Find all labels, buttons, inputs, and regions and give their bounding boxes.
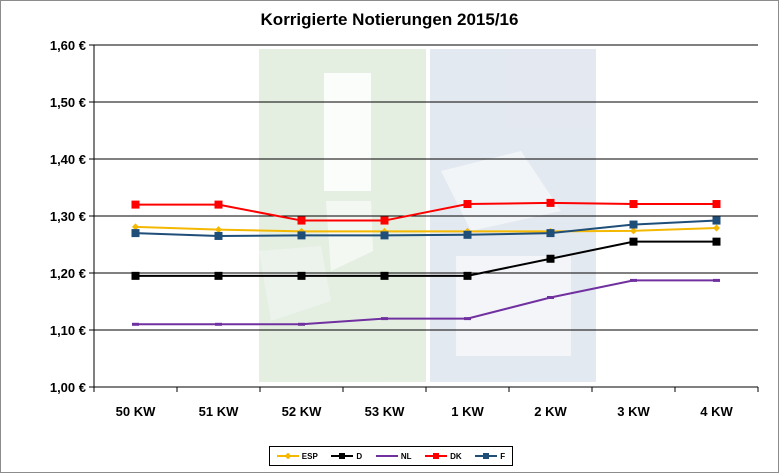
data-point [297, 271, 306, 280]
y-tick-label: 1,50 € [50, 95, 86, 110]
data-point [547, 296, 554, 300]
data-point [546, 198, 555, 207]
data-point [214, 231, 223, 240]
data-point [629, 220, 638, 229]
series-line [135, 279, 717, 326]
legend-item-d: D [331, 452, 362, 461]
x-tick-label: 53 KW [365, 404, 405, 419]
data-point [629, 237, 638, 246]
series-line [135, 225, 717, 233]
data-point [215, 226, 222, 234]
data-point [463, 271, 472, 280]
data-point [132, 223, 139, 231]
series-line [135, 240, 717, 277]
y-tick-label: 1,60 € [50, 38, 86, 53]
data-point [131, 271, 140, 280]
data-point [546, 254, 555, 263]
y-tick-label: 1,10 € [50, 323, 86, 338]
data-point [298, 322, 305, 326]
legend-swatch [276, 452, 299, 460]
data-point [297, 216, 306, 225]
data-point [463, 230, 472, 239]
data-point [463, 200, 472, 209]
legend-label: F [500, 451, 506, 461]
chart-title: Korrigierte Notierungen 2015/16 [260, 10, 519, 29]
data-point [712, 237, 721, 246]
legend-label: NL [400, 451, 412, 461]
data-point [713, 224, 720, 232]
series-d [131, 237, 721, 280]
y-tick-label: 1,20 € [50, 266, 86, 281]
legend-swatch [375, 452, 398, 460]
data-point [297, 231, 306, 240]
x-tick-label: 2 KW [534, 404, 567, 419]
data-point [380, 216, 389, 225]
legend-label: D [356, 451, 363, 461]
y-axis-ticks: 1,00 € 1,10 € 1,20 € 1,30 € 1,40 € 1,50 € 1,60… [50, 38, 86, 395]
data-point [630, 278, 637, 282]
data-point [464, 317, 471, 321]
data-point [381, 317, 388, 321]
data-point [546, 229, 555, 238]
x-tick-label: 1 KW [451, 404, 484, 419]
x-tick-label: 51 KW [199, 404, 239, 419]
legend-swatch [475, 452, 498, 460]
data-point [380, 231, 389, 240]
legend-item-esp: ESP [276, 451, 318, 461]
series-nl [132, 278, 720, 326]
x-axis-ticks: 50 KW 51 KW 52 KW 53 KW 1 KW 2 KW 3 KW 4 KW [116, 404, 734, 419]
data-point [214, 200, 223, 209]
data-point [131, 229, 140, 238]
legend: ESP D NL DK F [269, 446, 513, 466]
series-dk [131, 198, 721, 225]
data-point [132, 322, 139, 326]
data-point [630, 227, 637, 235]
axes [93, 45, 759, 392]
series-line [135, 201, 717, 222]
x-tick-label: 3 KW [617, 404, 650, 419]
x-tick-label: 52 KW [282, 404, 322, 419]
series-lines [131, 198, 721, 326]
y-tick-label: 1,40 € [50, 152, 86, 167]
x-tick-label: 4 KW [700, 404, 733, 419]
data-point [380, 271, 389, 280]
legend-item-f: F [475, 452, 505, 461]
series-f [131, 216, 721, 240]
data-point [712, 200, 721, 209]
y-tick-label: 1,00 € [50, 380, 86, 395]
data-point [629, 200, 638, 209]
legend-label: DK [450, 451, 462, 461]
series-line [135, 219, 717, 237]
data-point [215, 322, 222, 326]
gridlines [89, 44, 758, 388]
data-point [214, 271, 223, 280]
data-point [131, 200, 140, 209]
data-point [713, 278, 720, 282]
legend-swatch [331, 452, 354, 460]
legend-label: ESP [301, 451, 318, 461]
x-tick-label: 50 KW [116, 404, 156, 419]
legend-swatch [425, 452, 448, 460]
legend-item-dk: DK [425, 452, 462, 461]
legend-item-nl: NL [375, 451, 412, 461]
y-tick-label: 1,30 € [50, 209, 86, 224]
data-point [712, 216, 721, 225]
